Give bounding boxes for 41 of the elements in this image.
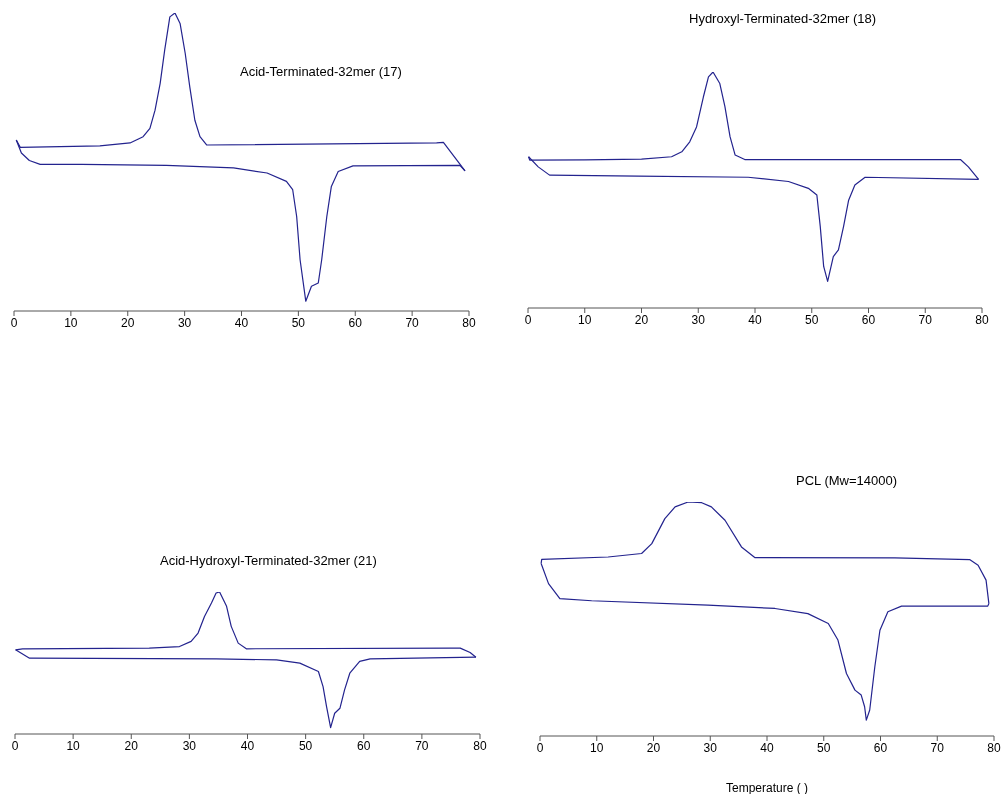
x-tick-label: 10 [590, 740, 604, 755]
x-axis-title: Temperature ( ) [725, 781, 809, 794]
x-tick-label: 80 [987, 740, 1001, 755]
x-tick-label: 30 [177, 315, 192, 330]
x-tick-label: 30 [182, 738, 197, 753]
x-tick-label: 10 [66, 738, 81, 753]
chart-title: PCL (Mw=14000) [796, 473, 898, 488]
x-tick-label: 70 [918, 312, 933, 327]
x-tick-label: 60 [873, 740, 888, 755]
chart-title: Acid-Hydroxyl-Terminated-32mer (21) [160, 553, 377, 568]
text: Acid-Terminated-32mer (17) [240, 64, 402, 79]
x-tick-label: 60 [348, 315, 363, 330]
x-tick-label: 50 [805, 312, 819, 327]
chart-title: Hydroxyl-Terminated-32mer (18) [689, 11, 877, 26]
x-tick-label: 70 [415, 738, 429, 753]
x-tick-label: 50 [298, 738, 313, 753]
x-tick-label: 0 [536, 740, 544, 755]
x-tick-label: 30 [691, 312, 706, 327]
x-tick-label: 50 [291, 315, 306, 330]
x-tick-label: 40 [240, 738, 255, 753]
x-tick-label: 10 [578, 312, 592, 327]
x-tick-label: 60 [357, 738, 371, 753]
x-tick-label: 70 [930, 740, 945, 755]
x-tick-label: 80 [473, 738, 487, 753]
x-tick-label: 80 [975, 312, 989, 327]
x-tick-label: 80 [462, 315, 476, 330]
x-tick-label: 20 [124, 738, 139, 753]
x-tick-label: 40 [748, 312, 762, 327]
x-tick-label: 0 [11, 738, 19, 753]
x-tick-label: 40 [760, 740, 774, 755]
x-tick-label: 20 [634, 312, 649, 327]
x-tick-label: 0 [524, 312, 532, 327]
x-tick-label: 0 [10, 315, 18, 330]
x-tick-label: 50 [817, 740, 831, 755]
x-tick-label: 60 [861, 312, 876, 327]
x-tick-label: 10 [64, 315, 78, 330]
x-tick-label: 30 [703, 740, 718, 755]
x-tick-label: 20 [121, 315, 135, 330]
x-tick-label: 40 [234, 315, 249, 330]
x-tick-label: 70 [405, 315, 420, 330]
x-tick-label: 20 [646, 740, 661, 755]
